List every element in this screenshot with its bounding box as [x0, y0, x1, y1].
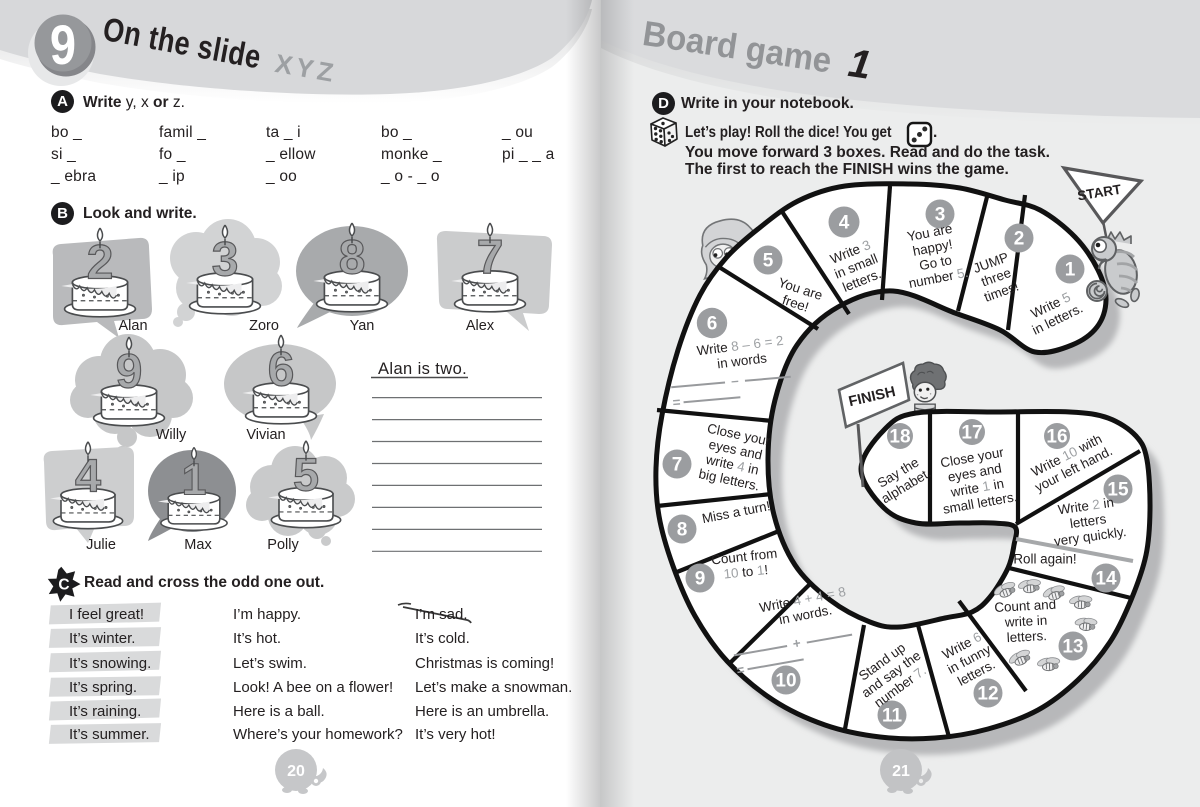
svg-text:17: 17: [961, 423, 982, 444]
svg-text:10: 10: [775, 671, 796, 692]
svg-text:write 1 in: write 1 in: [949, 476, 1005, 500]
svg-text:5: 5: [763, 251, 774, 272]
svg-text:15: 15: [1107, 480, 1129, 501]
svg-text:12: 12: [977, 684, 998, 705]
svg-text:+: +: [792, 635, 802, 651]
svg-text:6: 6: [707, 314, 718, 335]
svg-text:2: 2: [1014, 229, 1025, 250]
svg-text:letters: letters: [1069, 511, 1107, 531]
svg-text:13: 13: [1062, 637, 1083, 658]
svg-text:1: 1: [1065, 260, 1076, 281]
svg-text:START: START: [1076, 182, 1123, 204]
svg-text:21: 21: [892, 763, 910, 780]
svg-text:18: 18: [889, 427, 910, 448]
svg-text:3: 3: [935, 205, 946, 226]
svg-text:write 4 in: write 4 in: [704, 452, 761, 478]
svg-text:7: 7: [672, 455, 683, 476]
svg-text:–: –: [731, 373, 740, 389]
svg-text:Go to: Go to: [918, 252, 953, 273]
svg-text:C: C: [58, 577, 69, 594]
svg-text:8: 8: [677, 520, 688, 541]
svg-text:14: 14: [1095, 569, 1117, 590]
svg-text:write in: write in: [1003, 613, 1047, 630]
svg-text:Roll again!: Roll again!: [1013, 552, 1076, 567]
svg-text:16: 16: [1046, 427, 1067, 448]
svg-text:=: =: [672, 395, 681, 411]
svg-text:4: 4: [839, 213, 850, 234]
svg-text:Count from: Count from: [710, 546, 777, 568]
svg-text:11: 11: [882, 706, 903, 727]
svg-text:10 to 1!: 10 to 1!: [723, 562, 769, 582]
svg-text:9: 9: [695, 569, 706, 590]
svg-text:=: =: [735, 662, 745, 678]
svg-text:9: 9: [50, 13, 76, 76]
svg-text:Count and: Count and: [994, 597, 1056, 615]
svg-text:letters.: letters.: [1006, 628, 1047, 645]
svg-text:Write 8 – 6 = 2: Write 8 – 6 = 2: [696, 333, 784, 359]
svg-text:in words: in words: [716, 350, 768, 371]
svg-text:Write 2 in: Write 2 in: [1057, 495, 1115, 518]
svg-text:20: 20: [287, 763, 305, 780]
